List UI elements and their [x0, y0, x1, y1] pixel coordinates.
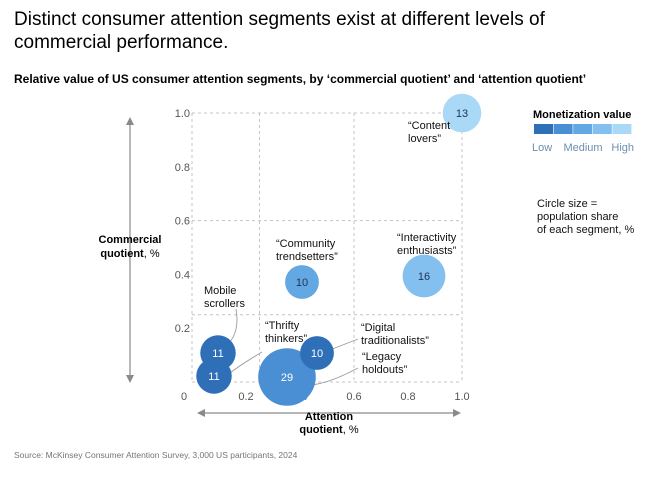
size-note-line: Circle size = — [537, 198, 597, 210]
legend-low-label: Low — [532, 142, 552, 154]
segment-label-line: holdouts” — [362, 364, 408, 376]
segment-label-line: enthusiasts” — [397, 245, 457, 257]
bubble-point — [196, 358, 232, 394]
x-arrow-left-head — [197, 409, 205, 417]
x-axis-title-line2: quotient, % — [299, 424, 359, 436]
bubble-value-label: 16 — [418, 271, 430, 283]
segment-label-line: lovers” — [408, 133, 441, 145]
legend-swatch — [534, 124, 553, 134]
segment-label-line: “Content — [408, 120, 450, 132]
segment-label: Mobile scrollers — [204, 285, 245, 310]
y-tick-label: 0.4 — [175, 269, 190, 281]
x-arrow-right-head — [453, 409, 461, 417]
segment-label-line: “Digital — [361, 322, 395, 334]
segment-label-line: traditionalists” — [361, 335, 429, 347]
segment-label: “Legacy holdouts” — [362, 351, 408, 376]
y-tick-label: 0.2 — [175, 323, 190, 335]
segment-label-line: thinkers” — [265, 333, 308, 345]
y-tick-label: 0.8 — [175, 162, 190, 174]
segment-label: “Thrifty thinkers” — [265, 320, 308, 345]
y-axis-title-line2: quotient, % — [100, 248, 160, 260]
segment-label-line: trendsetters” — [276, 251, 338, 263]
axis-titles: Commercial quotient, %Attention quotient, … — [99, 234, 359, 436]
segment-label-line: “Thrifty — [265, 320, 300, 332]
origin-tick-label: 0 — [181, 391, 187, 403]
y-arrow-down-head — [126, 375, 134, 383]
source-note: Source: McKinsey Consumer Attention Surv… — [14, 450, 298, 460]
bubble-value-label: 29 — [281, 372, 293, 384]
segment-label-line: “Legacy — [362, 351, 402, 363]
x-tick-label: 0.8 — [400, 391, 415, 403]
legend-swatch — [553, 124, 573, 134]
y-axis-title-unit: , % — [144, 248, 160, 260]
segment-label-line: Mobile — [204, 285, 236, 297]
bubble-value-label: 11 — [212, 348, 223, 360]
chart-title: Distinct consumer attention segments exi… — [14, 9, 545, 53]
legend-title: Monetization value — [533, 109, 631, 121]
x-axis-title-line: Attention — [305, 411, 354, 423]
bubble-value-label: 10 — [311, 348, 323, 360]
size-note-line: of each segment, % — [537, 224, 634, 236]
segment-label-line: “Community — [276, 238, 336, 250]
bubble-value-label: 11 — [208, 371, 219, 383]
segment-label-line: scrollers — [204, 298, 245, 310]
y-axis-title-line: Commercial — [99, 234, 162, 246]
y-axis-title-bold: quotient — [100, 248, 144, 260]
segment-label: “Digital traditionalists” — [361, 322, 429, 347]
segment-label: “Content lovers” — [408, 120, 450, 145]
segment-label: “Interactivity enthusiasts” — [397, 232, 457, 257]
bubble-value-label: 10 — [296, 277, 308, 289]
segment-label-line: “Interactivity — [397, 232, 457, 244]
x-tick-label: 0.6 — [346, 391, 361, 403]
bubble-point — [258, 348, 316, 406]
axes — [126, 117, 461, 417]
legend: Monetization value Low Medium High Circle si… — [532, 109, 634, 236]
legend-swatch — [612, 124, 632, 134]
bubble-point — [285, 265, 319, 299]
y-tick-label: 0.6 — [175, 216, 190, 228]
segment-labels: Mobile scrollers “Thrifty thinkers” “Digital… — [204, 120, 457, 376]
legend-swatch — [592, 124, 612, 134]
legend-swatch — [573, 124, 593, 134]
x-axis-title: Attention quotient, % — [299, 411, 359, 436]
y-tick-label: 1.0 — [175, 108, 190, 120]
bubble-value-label: 13 — [456, 108, 468, 120]
size-note: Circle size = population share of each seg… — [537, 198, 634, 236]
x-tick-label: 0.2 — [238, 391, 253, 403]
segment-label: “Community trendsetters” — [276, 238, 338, 263]
size-note-line: population share — [537, 211, 618, 223]
bubble-point — [442, 93, 482, 133]
bubble-point — [402, 254, 446, 298]
bubbles: 11 11 29 10 10 16 13 — [196, 93, 482, 406]
x-axis-title-bold: quotient — [299, 424, 343, 436]
y-arrow-up-head — [126, 117, 134, 125]
y-axis-title: Commercial quotient, % — [99, 234, 162, 260]
legend-medium-label: Medium — [563, 142, 602, 154]
bubble-point — [300, 336, 334, 370]
x-tick-label: 1.0 — [454, 391, 469, 403]
legend-high-label: High — [611, 142, 634, 154]
x-axis-title-unit: , % — [343, 424, 359, 436]
chart-subtitle: Relative value of US consumer attention … — [14, 72, 587, 86]
